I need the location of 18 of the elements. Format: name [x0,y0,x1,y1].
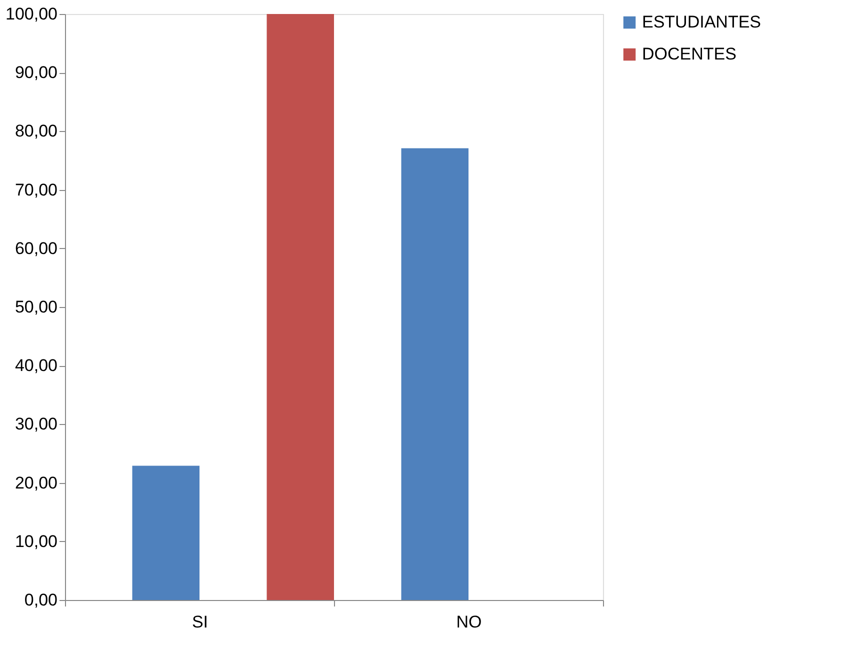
y-tick-label: 100,00 [6,4,58,24]
y-tick-label: 60,00 [14,238,58,258]
y-tick-label: 0,00 [24,590,58,610]
x-tick-label: NO [456,612,482,632]
y-tick-label: 80,00 [14,122,58,141]
y-tick-label: 50,00 [14,298,58,316]
bar [266,14,334,600]
bar [132,466,200,600]
bar [401,148,468,600]
y-tick-label: 20,00 [14,473,58,492]
legend-label: ESTUDIANTES [642,12,762,32]
y-tick-label: 40,00 [14,356,58,376]
legend-label: DOCENTES [642,44,736,64]
y-tick-label: 90,00 [14,63,58,82]
y-tick-label: 10,00 [14,532,58,551]
y-tick-label: 30,00 [14,414,58,434]
y-tick-label: 70,00 [14,180,58,200]
x-tick-label: SI [192,612,208,632]
